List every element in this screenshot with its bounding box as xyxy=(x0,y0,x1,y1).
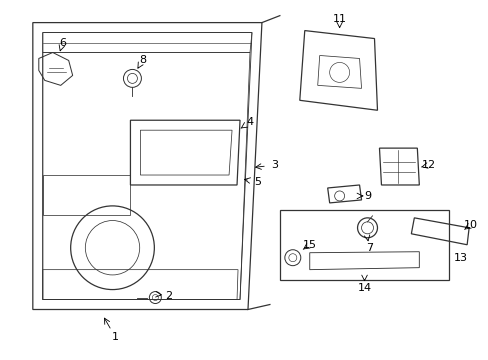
Text: 10: 10 xyxy=(463,220,477,230)
Text: 8: 8 xyxy=(139,55,145,66)
Text: 5: 5 xyxy=(254,177,261,187)
Text: 13: 13 xyxy=(453,253,467,263)
Bar xyxy=(279,210,448,280)
Text: 1: 1 xyxy=(112,332,119,342)
Text: 9: 9 xyxy=(363,191,370,201)
Text: 14: 14 xyxy=(357,283,371,293)
Text: 6: 6 xyxy=(59,37,66,48)
Text: 3: 3 xyxy=(271,160,278,170)
Text: 7: 7 xyxy=(365,243,372,253)
Text: 4: 4 xyxy=(246,117,253,127)
Text: 12: 12 xyxy=(421,160,435,170)
Text: 15: 15 xyxy=(302,240,316,250)
Text: 2: 2 xyxy=(164,291,171,301)
Text: 11: 11 xyxy=(332,14,346,24)
